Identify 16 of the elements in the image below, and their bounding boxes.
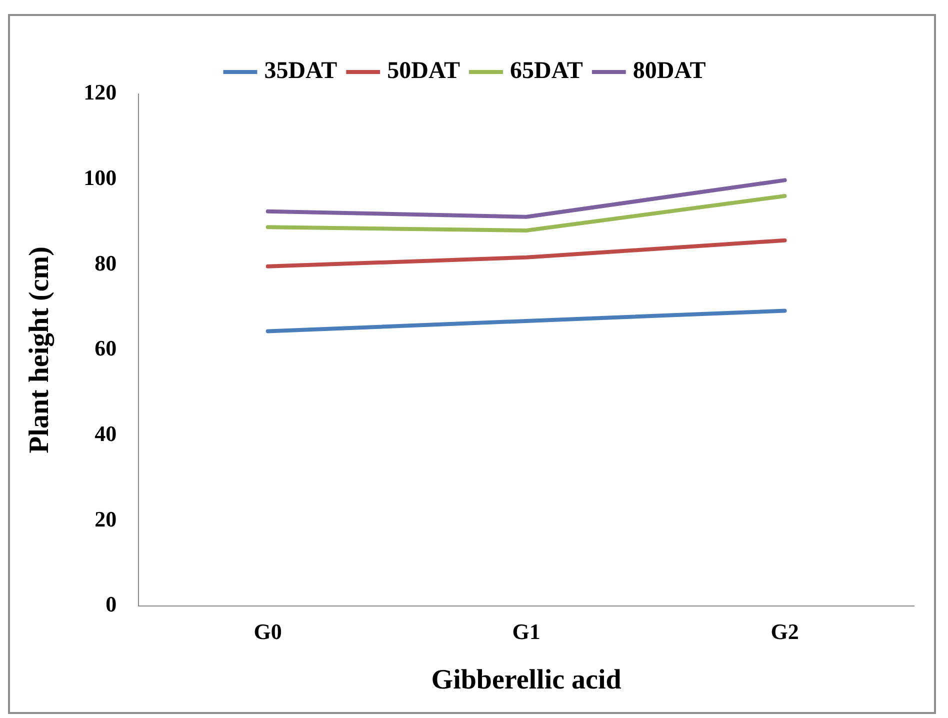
y-axis-title: Plant height (cm) <box>24 246 56 454</box>
y-tick-label: 60 <box>94 336 117 361</box>
x-tick-label: G0 <box>254 618 282 644</box>
y-tick-label: 40 <box>94 421 117 446</box>
y-tick-label: 80 <box>94 250 117 276</box>
x-axis-title: Gibberellic acid <box>431 664 622 696</box>
y-tick-label: 100 <box>84 165 117 190</box>
legend-label: 50DAT <box>387 58 460 84</box>
x-tick-label: G1 <box>512 618 540 644</box>
y-tick-label: 0 <box>106 592 117 617</box>
legend-label: 65DAT <box>510 58 583 84</box>
legend-label: 80DAT <box>632 58 706 84</box>
x-tick-label: G2 <box>770 618 799 644</box>
legend-label: 35DAT <box>264 58 338 84</box>
y-tick-label: 120 <box>84 80 117 105</box>
y-tick-label: 20 <box>94 506 117 532</box>
